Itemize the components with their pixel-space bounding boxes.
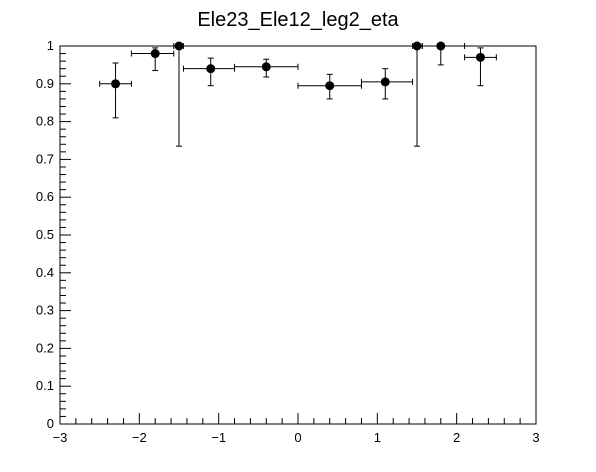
data-point: [325, 81, 335, 91]
data-point: [150, 49, 160, 59]
data-point: [380, 77, 390, 87]
data-point-group: [130, 47, 175, 72]
x-tick-label: 0: [294, 430, 301, 445]
y-tick-label: 0: [47, 416, 54, 431]
data-point: [174, 41, 184, 51]
data-point-group: [360, 68, 414, 100]
data-point-group: [464, 47, 497, 87]
data-point-group: [173, 41, 184, 147]
x-tick-label: −1: [211, 430, 226, 445]
data-point-group: [234, 58, 299, 78]
axes: −3 −2 −1 0 1 2 3 0 0.1 0.2 0.3 0.4 0.5 0.6 0.7 0.8 0.9 1: [36, 38, 540, 445]
y-tick-label: 0.4: [36, 265, 54, 280]
data-point-group: [297, 73, 362, 100]
x-tick-label: 3: [532, 430, 539, 445]
data-point: [206, 64, 216, 74]
x-tick-label: −3: [53, 430, 68, 445]
data-point: [412, 41, 422, 51]
chart-title: Ele23_Ele12_leg2_eta: [197, 9, 399, 31]
y-tick-label: 0.2: [36, 340, 54, 355]
y-tick-label: 0.6: [36, 189, 54, 204]
data-point-group: [182, 57, 236, 87]
data-point: [261, 62, 271, 72]
y-tick-label: 0.8: [36, 114, 54, 129]
data-point: [475, 52, 485, 62]
data-point: [436, 41, 446, 51]
y-tick-label: 0.7: [36, 151, 54, 166]
data-point: [111, 79, 121, 89]
data-point-group: [99, 62, 132, 119]
data-point-group: [421, 41, 466, 66]
y-tick-label: 0.5: [36, 227, 54, 242]
y-tick-label: 1: [47, 38, 54, 53]
x-tick-label: 1: [374, 430, 381, 445]
y-tick-label: 0.3: [36, 303, 54, 318]
data-marks: [99, 41, 497, 147]
x-tick-label: −2: [132, 430, 147, 445]
y-tick-label: 0.1: [36, 378, 54, 393]
x-tick-label: 2: [453, 430, 460, 445]
y-tick-label: 0.9: [36, 76, 54, 91]
